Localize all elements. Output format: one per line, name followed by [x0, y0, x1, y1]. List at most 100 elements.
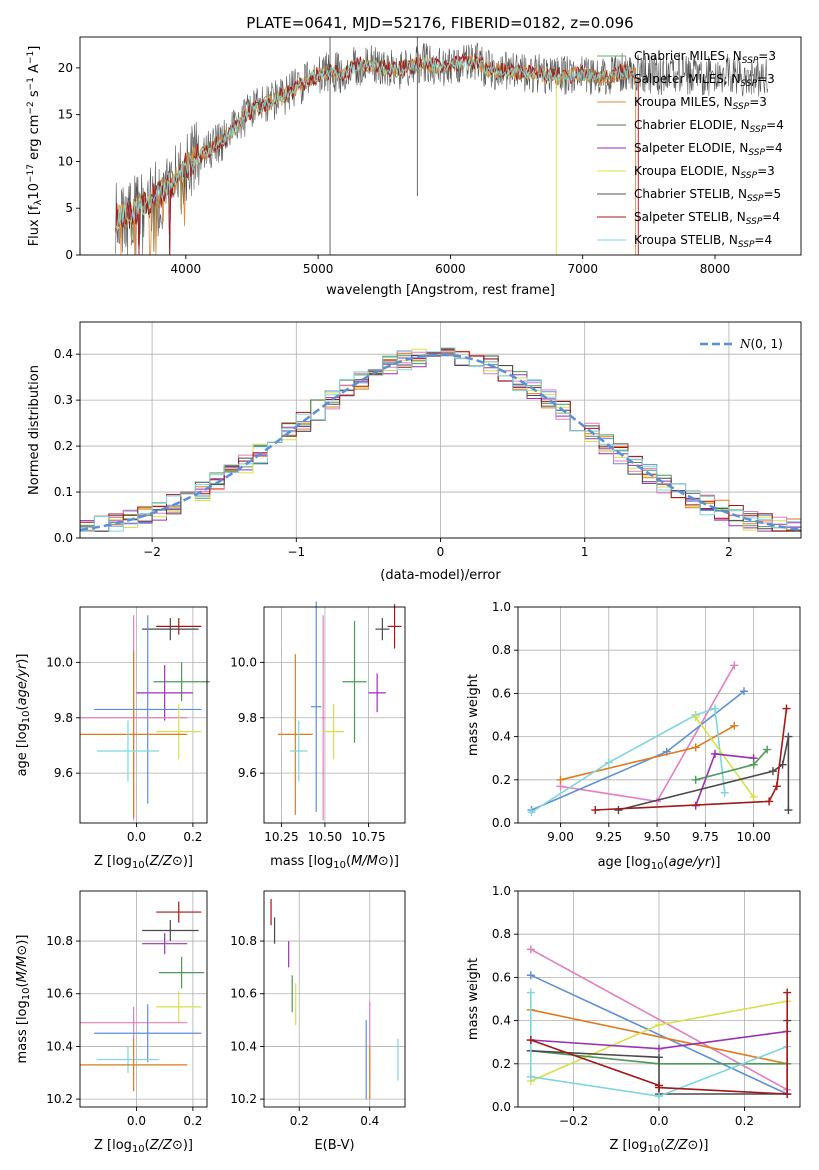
legend-label: Kroupa ELODIE, NSSP=3 — [634, 164, 775, 181]
plot-frame — [263, 606, 406, 824]
y-tick-label: 9.6 — [54, 766, 73, 780]
x-axis-label: E(B-V) — [314, 1138, 354, 1153]
x-tick-label: 7000 — [567, 262, 598, 276]
series-line — [595, 708, 788, 811]
x-tick-label: 0.2 — [735, 1114, 754, 1128]
series-marker — [720, 788, 729, 797]
data-point-cyan — [96, 720, 160, 782]
y-tick-label: 0.0 — [492, 816, 511, 830]
series-marker — [711, 704, 720, 713]
y-tick-label: 0.4 — [492, 730, 511, 744]
x-tick-label: 10.75 — [351, 830, 385, 844]
y-tick-label: 10.0 — [230, 655, 257, 669]
data-point-orange — [80, 651, 188, 818]
legend-label: Salpeter MILES, NSSP=3 — [634, 72, 775, 89]
plot-frame — [79, 606, 208, 824]
data-point-yellow — [156, 703, 202, 760]
data-point-purple — [368, 673, 386, 713]
series-marker — [604, 758, 613, 767]
y-tick-label: 0.2 — [492, 773, 511, 787]
x-tick-label: 0.2 — [290, 1114, 309, 1128]
y-tick-label: 0.4 — [54, 347, 73, 361]
x-tick-label: 10.50 — [308, 830, 342, 844]
x-tick-label: 0.2 — [183, 830, 202, 844]
x-axis-label: wavelength [Angstrom, rest frame] — [326, 283, 555, 298]
y-tick-label: 15 — [58, 108, 73, 122]
histogram-yellow — [80, 348, 801, 532]
panel-spectrum: 4000 5000 6000 7000 8000 0 5 10 15 20 wavelength [… — [26, 36, 802, 298]
panel-z-weight: −0.2 0.0 0.2 0.0 0.2 0.4 0.6 0.8 1.0 Z [log10(Z/Z… — [466, 884, 801, 1155]
series-marker — [655, 1083, 663, 1092]
y-tick-label: 10.6 — [230, 987, 257, 1001]
x-tick-label: 10.00 — [736, 830, 770, 844]
y-tick-label: 10.8 — [230, 934, 257, 948]
y-tick-label: 0.3 — [54, 393, 73, 407]
data-point-blue — [94, 615, 202, 804]
series-line — [530, 974, 788, 1095]
x-tick-label: −0.2 — [559, 1114, 588, 1128]
y-axis-label: Normed distribution — [27, 365, 42, 495]
y-tick-label: 0.0 — [54, 531, 73, 545]
series-line — [695, 716, 755, 798]
x-tick-label: 6000 — [435, 262, 466, 276]
series-marker — [591, 806, 600, 815]
data-point-green — [159, 956, 205, 989]
series-marker — [614, 806, 623, 815]
series-marker — [783, 1090, 792, 1099]
series-marker — [739, 687, 748, 696]
figure-title: PLATE=0641, MJD=52176, FIBERID=0182, z=0… — [246, 14, 633, 32]
panel-z-mass: 0.0 0.2 10.2 10.4 10.6 10.8 Z [log10(Z/Z⊙)] mas… — [15, 890, 208, 1155]
x-axis-label: age [log10(age/yr)] — [598, 855, 721, 872]
series-marker — [691, 775, 700, 784]
legend-label: N(0, 1) — [739, 337, 783, 351]
histogram-cyan — [80, 347, 801, 532]
x-axis-label: (data-model)/error — [380, 568, 501, 583]
legend-label: Chabrier ELODIE, NSSP=4 — [634, 118, 784, 135]
series-marker — [768, 767, 777, 776]
series-darkred — [591, 704, 791, 815]
y-tick-label: 10.4 — [230, 1039, 257, 1053]
y-tick-label: 0.8 — [492, 643, 511, 657]
series-marker — [527, 808, 536, 817]
series-line — [530, 1009, 788, 1065]
y-tick-label: 9.8 — [238, 711, 257, 725]
x-tick-label: 2 — [725, 545, 733, 559]
y-tick-label: 10.4 — [46, 1039, 73, 1053]
y-tick-label: 20 — [58, 61, 73, 75]
panel-age-weight: 9.00 9.25 9.50 9.75 10.00 0.0 0.2 0.4 0.6 0.8 1.0 a… — [466, 600, 801, 872]
series-marker — [783, 988, 792, 997]
y-tick-label: 0.6 — [492, 970, 511, 984]
y-tick-label: 9.6 — [238, 766, 257, 780]
panel-mass-age: 10.25 10.50 10.75 9.6 9.8 10.0 mass [log10(M/M… — [230, 601, 406, 871]
series-marker — [730, 661, 739, 670]
data-point-orange — [80, 1038, 188, 1092]
panel-ebv-mass: 0.2 0.4 10.2 10.4 10.6 10.8 E(B-V) — [230, 890, 406, 1153]
legend-label: Chabrier MILES, NSSP=3 — [634, 49, 776, 66]
data-point-darkgrey — [142, 919, 199, 942]
x-axis-label: Z [log10(Z/Z⊙)] — [94, 1138, 193, 1155]
series-green — [691, 745, 772, 784]
data-point-orange — [277, 654, 313, 815]
y-tick-label: 0.4 — [492, 1014, 511, 1028]
series-marker — [691, 743, 700, 752]
series-marker — [749, 793, 758, 802]
series-marker — [784, 806, 793, 815]
y-tick-label: 0.2 — [54, 439, 73, 453]
x-axis-label: mass [log10(M/M⊙)] — [270, 854, 399, 871]
data-point-cyan — [96, 1046, 160, 1073]
y-tick-label: 10.6 — [46, 987, 73, 1001]
y-axis-label: mass weight — [466, 958, 481, 1040]
series-line — [530, 948, 788, 1091]
data-point-pink — [321, 615, 325, 821]
data-point-yellow — [323, 703, 345, 760]
spectrum-legend: Chabrier MILES, NSSP=3 Salpeter MILES, NS… — [597, 49, 784, 250]
normal-curve — [79, 353, 802, 532]
series-marker — [526, 1072, 535, 1081]
plot-frame — [79, 890, 208, 1108]
plot-frame — [79, 36, 802, 256]
panel-residuals: −2 −1 0 1 2 0.0 0.1 0.2 0.3 0.4 (data-model)/error… — [27, 321, 802, 583]
series-marker — [763, 745, 772, 754]
spectrum-line-kroupa-stelib — [115, 58, 636, 228]
series-marker — [749, 760, 758, 769]
